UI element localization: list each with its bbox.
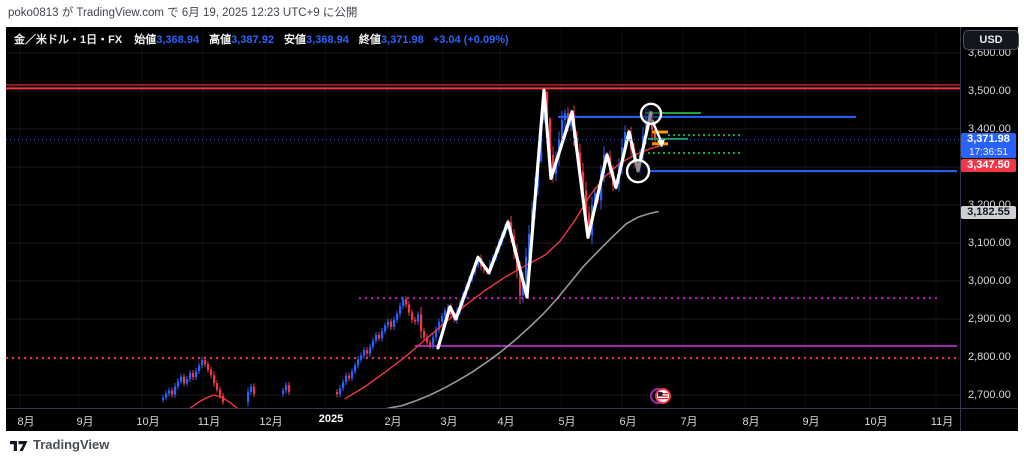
time-axis-label: 6月 — [619, 416, 637, 428]
price-axis-label: 3,500.00 — [968, 85, 1011, 97]
share-bar-text: poko0813 が TradingView.com で 6月 19, 2025… — [8, 7, 358, 19]
close-label: 終値 — [358, 34, 381, 46]
time-axis[interactable]: 8月 9月 10月 11月 12月 2025 2月 3月 4月 5月 6月 7月 8月 9月 10月 11月 — [6, 408, 960, 431]
share-bar: poko0813 が TradingView.com で 6月 19, 2025… — [0, 0, 1024, 27]
us-flag-event-icon — [650, 388, 671, 404]
alert-price-badge: 3,347.50 — [961, 159, 1016, 172]
high-value: 3,387.92 — [231, 34, 274, 46]
time-axis-label: 3月 — [440, 416, 458, 428]
time-axis-label: 8月 — [17, 416, 35, 428]
price-chart[interactable] — [6, 27, 960, 408]
time-axis-label: 12月 — [259, 416, 283, 428]
time-axis-label: 7月 — [680, 416, 698, 428]
open-value: 3,368.94 — [156, 34, 200, 46]
time-axis-label: 5月 — [558, 416, 576, 428]
price-axis-label: 2,800.00 — [968, 351, 1011, 363]
footer-bar — [0, 431, 1024, 457]
currency-usd-button[interactable]: USD — [963, 30, 1019, 50]
price-axis[interactable]: 3,600.00 3,500.00 3,400.00 3,200.00 3,100.00… — [960, 27, 1018, 431]
price-axis-label: 3,000.00 — [968, 275, 1011, 287]
time-axis-label: 11月 — [197, 416, 221, 428]
time-axis-label: 2025 — [318, 413, 344, 425]
ma-value-badge: 3,182.55 — [961, 206, 1016, 219]
price-axis-label: 3,100.00 — [968, 237, 1011, 249]
time-axis-label: 2月 — [384, 416, 402, 428]
low-value: 3,368.94 — [306, 34, 349, 46]
axis-divider-horizontal — [6, 408, 1018, 409]
ohlc-header: 金／米ドル・1日・FX 始値3,368.94 高値3,387.92 安値3,36… — [14, 31, 509, 46]
price-axis-label: 2,900.00 — [968, 313, 1011, 325]
price-axis-label: 3,400.00 — [968, 123, 1011, 135]
high-label: 高値 — [209, 34, 232, 46]
price-axis-label: 3,600.00 — [968, 47, 1011, 59]
price-axis-label: 2,700.00 — [968, 389, 1011, 401]
low-label: 安値 — [284, 34, 307, 46]
tradingview-logo-text: TradingView — [33, 437, 110, 452]
time-axis-label: 4月 — [497, 416, 515, 428]
time-axis-label: 11月 — [930, 416, 954, 428]
time-axis-label: 9月 — [802, 416, 820, 428]
tradingview-logo-icon — [10, 440, 28, 451]
last-price-badge: 3,371.98 17:36:51 — [961, 133, 1016, 158]
tradingview-logo[interactable]: TradingView — [10, 437, 109, 452]
open-label: 始値 — [134, 34, 157, 46]
time-axis-label: 8月 — [742, 416, 760, 428]
time-axis-label: 9月 — [76, 416, 94, 428]
symbol-title: 金／米ドル・1日・FX — [14, 34, 123, 46]
countdown-timer: 17:36:51 — [969, 147, 1008, 158]
time-axis-label: 10月 — [864, 416, 888, 428]
time-axis-label: 10月 — [136, 416, 160, 428]
axis-divider-vertical — [960, 27, 961, 431]
change-value: +3.04 (+0.09%) — [432, 34, 509, 46]
close-value: 3,371.98 — [380, 34, 424, 46]
